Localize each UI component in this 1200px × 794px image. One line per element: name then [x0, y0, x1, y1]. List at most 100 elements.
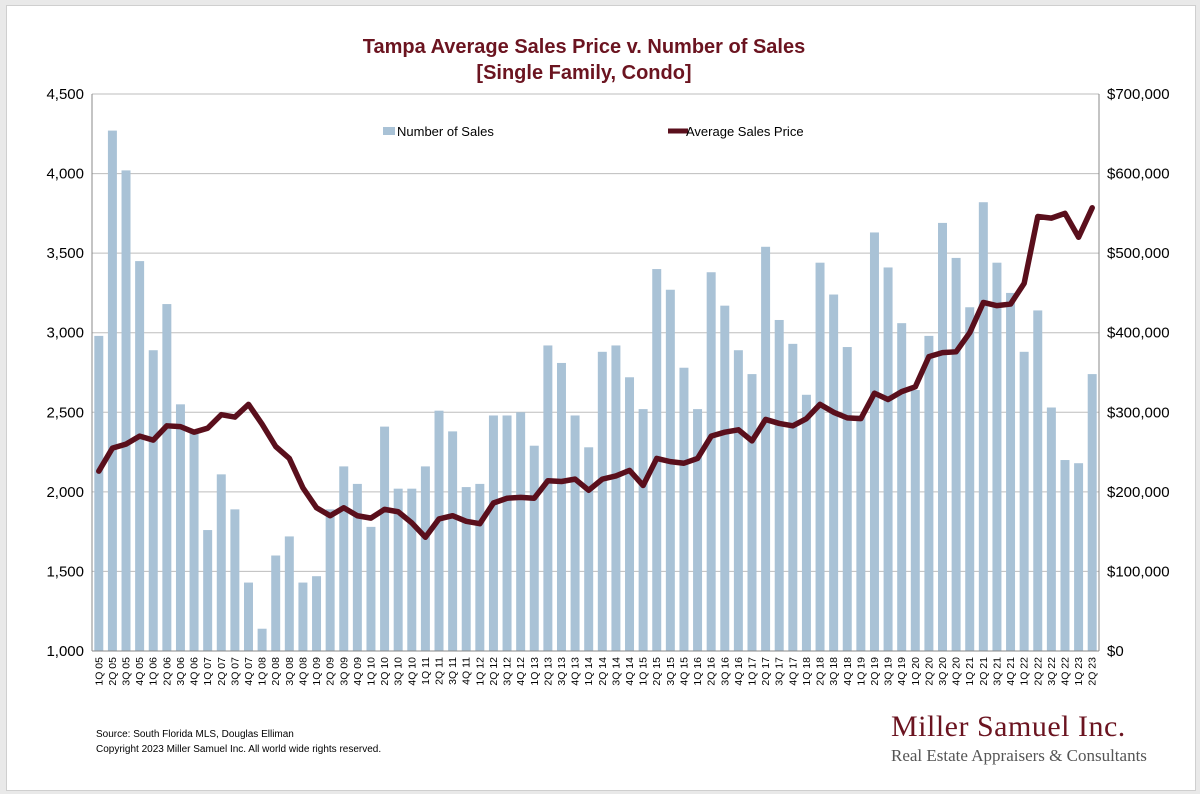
gridlines — [92, 93, 1099, 652]
y-right-tick-label: $700,000 — [1107, 86, 1170, 103]
chart-title-line1: Tampa Average Sales Price v. Number of S… — [363, 36, 805, 58]
x-tick-label: 2Q 16 — [706, 657, 718, 686]
bar-number-of-sales — [107, 130, 117, 652]
bar-number-of-sales — [175, 404, 185, 651]
bar-number-of-sales — [788, 343, 798, 651]
point-average-sales-price — [246, 402, 251, 407]
x-tick-label: 4Q 08 — [297, 657, 309, 686]
x-tick-label: 1Q 18 — [801, 657, 813, 686]
point-average-sales-price — [763, 417, 768, 422]
y-left-tick-label: 3,000 — [46, 325, 84, 342]
x-tick-label: 3Q 19 — [883, 657, 895, 686]
point-average-sales-price — [872, 390, 877, 396]
point-average-sales-price — [532, 496, 537, 501]
point-average-sales-price — [640, 483, 646, 488]
x-tick-label: 4Q 10 — [406, 657, 418, 686]
x-tick-label: 3Q 14 — [610, 657, 622, 686]
y-right-tick-label: $200,000 — [1107, 484, 1170, 501]
footer-copyright: Copyright 2023 Miller Samuel Inc. All wo… — [96, 744, 381, 755]
x-tick-label: 4Q 15 — [678, 657, 690, 686]
point-average-sales-price — [885, 397, 891, 402]
x-tick-label: 1Q 13 — [529, 657, 541, 686]
bar-number-of-sales — [611, 345, 621, 651]
bar-number-of-sales — [733, 350, 743, 651]
x-tick-label: 3Q 10 — [393, 657, 405, 686]
bar-number-of-sales — [298, 582, 308, 651]
point-average-sales-price — [899, 389, 904, 394]
point-average-sales-price — [967, 330, 972, 335]
x-axis-ticks: 1Q 05 2Q 05 3Q 05 4Q 05 1Q 06 2Q 06 3Q 06 4Q 06… — [93, 657, 1098, 686]
point-average-sales-price — [314, 505, 319, 510]
bar-number-of-sales — [257, 628, 267, 651]
point-average-sales-price — [1089, 205, 1095, 210]
bar-number-of-sales — [897, 323, 907, 651]
x-tick-label: 1Q 06 — [148, 657, 160, 686]
point-average-sales-price — [341, 505, 346, 510]
point-average-sales-price — [722, 429, 727, 435]
point-average-sales-price — [1035, 214, 1040, 219]
bar-number-of-sales — [693, 409, 703, 651]
bar-number-of-sales — [121, 170, 131, 652]
bar-number-of-sales — [339, 466, 349, 651]
y-right-tick-label: $600,000 — [1107, 166, 1170, 183]
bar-number-of-sales — [488, 415, 498, 651]
x-tick-label: 4Q 14 — [624, 657, 636, 686]
x-tick-label: 1Q 20 — [910, 657, 922, 686]
x-tick-label: 3Q 12 — [502, 657, 514, 686]
point-average-sales-price — [913, 384, 918, 390]
point-average-sales-price — [96, 468, 102, 474]
point-average-sales-price — [1021, 281, 1027, 286]
chart-title-line2: [Single Family, Condo] — [476, 62, 691, 84]
bar-number-of-sales — [774, 319, 784, 651]
bar-number-of-sales — [325, 509, 335, 651]
x-tick-label: 3Q 11 — [447, 657, 459, 685]
point-average-sales-price — [613, 473, 619, 479]
y-right-tick-label: $400,000 — [1107, 325, 1170, 342]
point-average-sales-price — [219, 412, 224, 417]
x-tick-label: 1Q 05 — [93, 657, 105, 686]
x-tick-label: 4Q 09 — [352, 657, 364, 686]
x-tick-label: 1Q 15 — [638, 657, 650, 686]
y-left-tick-label: 2,000 — [46, 484, 84, 501]
bar-number-of-sales — [407, 488, 417, 651]
bar-number-of-sales — [938, 222, 947, 652]
point-average-sales-price — [804, 416, 809, 421]
x-tick-label: 2Q 21 — [978, 657, 990, 686]
point-average-sales-price — [110, 445, 115, 451]
x-tick-label: 3Q 17 — [774, 657, 786, 686]
y-left-tick-label: 4,000 — [46, 166, 84, 183]
bar-number-of-sales — [461, 487, 471, 651]
point-average-sales-price — [232, 414, 238, 420]
x-tick-label: 2Q 22 — [1032, 657, 1044, 686]
bar-number-of-sales — [842, 347, 852, 651]
x-tick-label: 3Q 18 — [828, 657, 840, 686]
point-average-sales-price — [409, 520, 414, 526]
point-average-sales-price — [178, 424, 183, 429]
bar-number-of-sales — [665, 289, 675, 651]
x-tick-label: 1Q 09 — [311, 657, 323, 686]
bar-number-of-sales — [597, 351, 607, 651]
left-axis-ticks: 1,000 1,500 2,000 2,500 3,000 3,500 4,000 4,500 — [46, 86, 84, 660]
point-average-sales-price — [1049, 215, 1054, 221]
bar-number-of-sales — [829, 294, 839, 651]
x-tick-label: 1Q 10 — [365, 657, 377, 686]
point-average-sales-price — [423, 535, 428, 540]
point-average-sales-price — [817, 402, 823, 407]
point-average-sales-price — [627, 468, 632, 473]
x-tick-label: 2Q 11 — [434, 657, 446, 685]
x-tick-label: 3Q 08 — [284, 657, 296, 686]
y-left-tick-label: 2,500 — [46, 404, 84, 421]
bar-number-of-sales — [516, 412, 526, 651]
point-average-sales-price — [205, 426, 210, 431]
x-tick-label: 2Q 20 — [923, 657, 935, 686]
bar-number-of-sales — [978, 202, 988, 651]
bar-number-of-sales — [1033, 310, 1043, 651]
x-tick-label: 3Q 15 — [665, 657, 677, 686]
point-average-sales-price — [654, 456, 659, 461]
x-tick-label: 2Q 17 — [760, 657, 772, 686]
x-tick-label: 3Q 07 — [229, 657, 241, 686]
x-tick-label: 4Q 07 — [243, 657, 255, 686]
y-left-tick-label: 1,500 — [46, 563, 84, 580]
x-tick-label: 4Q 20 — [951, 657, 963, 686]
x-tick-label: 1Q 11 — [420, 657, 432, 685]
